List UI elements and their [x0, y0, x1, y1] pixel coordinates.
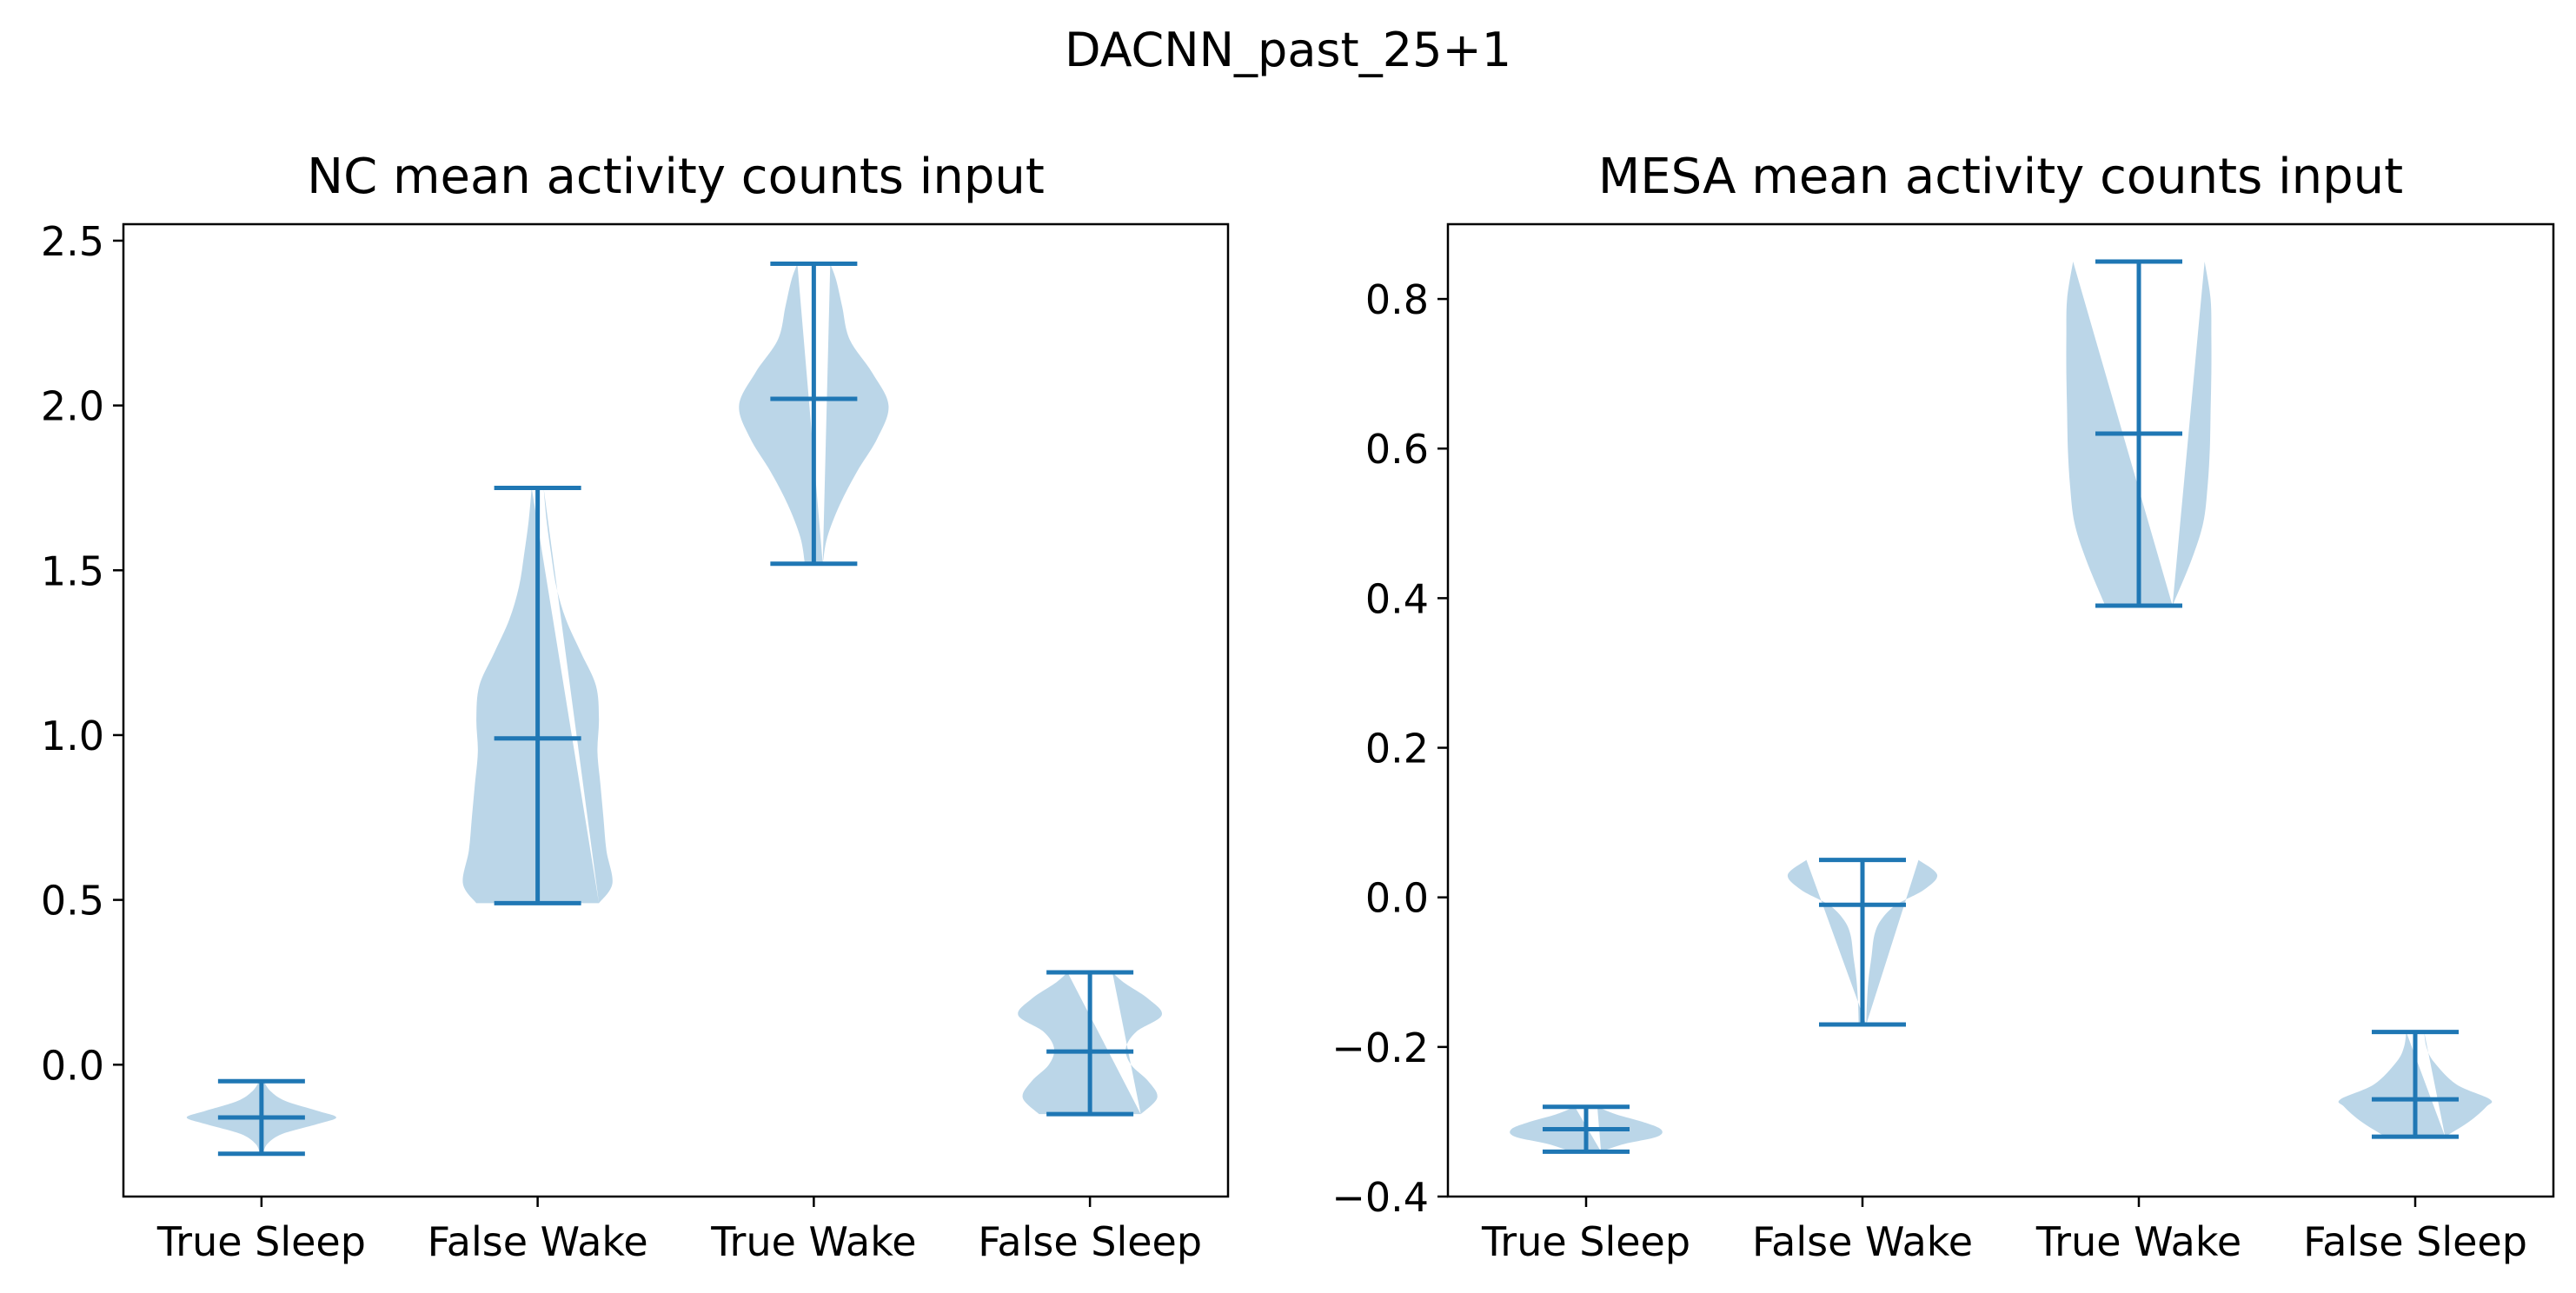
- mesa-ytick-label: −0.4: [1331, 1174, 1429, 1221]
- mesa-xtick-label: True Sleep: [1481, 1218, 1690, 1265]
- mesa-ytick-label: 0.6: [1365, 426, 1429, 473]
- mesa-ytick-label: 0.8: [1365, 276, 1429, 323]
- mesa-axes-frame: [1446, 222, 2555, 1198]
- violin-body: [2066, 262, 2212, 606]
- mesa-xtick-label: True Wake: [2035, 1218, 2241, 1265]
- mesa-xtick-label: False Wake: [1752, 1218, 1973, 1265]
- nc-ytick-label: 1.5: [41, 547, 104, 594]
- nc-xtick-label: True Wake: [710, 1218, 916, 1265]
- nc-chart-title: NC mean activity counts input: [307, 149, 1045, 205]
- mesa-violin-false-wake: [1787, 858, 1938, 1027]
- mesa-xtick-label: False Sleep: [2303, 1218, 2527, 1265]
- mesa-ytick-label: 0.4: [1365, 575, 1429, 622]
- nc-violin-false-wake: [462, 485, 613, 905]
- nc-ytick-label: 2.0: [41, 383, 104, 430]
- violin-body: [1787, 859, 1938, 1025]
- mesa-ytick-label: 0.2: [1365, 726, 1429, 772]
- nc-ytick-label: 2.5: [41, 218, 104, 265]
- nc-chart: NC mean activity counts input 0.0 0.5 1.0 1.…: [41, 149, 1230, 1265]
- mesa-violin-true-wake: [2066, 259, 2212, 608]
- mesa-ytick-label: −0.2: [1331, 1024, 1429, 1071]
- mesa-chart-title: MESA mean activity counts input: [1598, 149, 2403, 205]
- nc-violin-false-sleep: [1018, 970, 1163, 1117]
- nc-violin-true-sleep: [186, 1078, 336, 1157]
- figure-title: DACNN_past_25+1: [1065, 23, 1511, 77]
- mesa-ytick-label: 0.0: [1365, 875, 1429, 922]
- nc-ytick-label: 0.0: [41, 1042, 104, 1089]
- nc-xtick-label: False Sleep: [978, 1218, 1202, 1265]
- nc-xtick-label: False Wake: [428, 1218, 648, 1265]
- nc-ytick-label: 0.5: [41, 878, 104, 925]
- nc-xtick-label: True Sleep: [156, 1218, 366, 1265]
- nc-ytick-label: 1.0: [41, 713, 104, 759]
- mesa-chart: MESA mean activity counts input −0.4 −0.2 0…: [1331, 149, 2555, 1265]
- nc-violin-true-wake: [739, 262, 889, 567]
- mesa-violin-false-sleep: [2338, 1030, 2493, 1139]
- mesa-violin-true-sleep: [1510, 1104, 1663, 1154]
- nc-axes-frame: [122, 222, 1230, 1198]
